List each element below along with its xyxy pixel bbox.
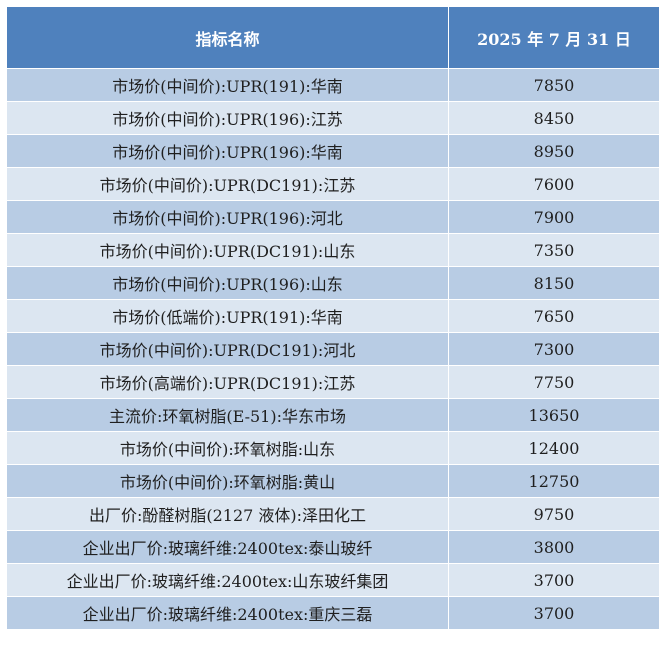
- indicator-name-cell: 主流价:环氧树脂(E-51):华东市场: [6, 398, 449, 432]
- value-cell: 8950: [448, 134, 660, 168]
- indicator-name-cell: 市场价(中间价):UPR(DC191):江苏: [6, 167, 449, 201]
- indicator-name-cell: 市场价(中间价):UPR(196):河北: [6, 200, 449, 234]
- table-row: 市场价(中间价):UPR(196):河北 7900: [6, 200, 660, 234]
- table-header: 指标名称 2025 年 7 月 31 日: [6, 6, 660, 69]
- indicator-name-cell: 出厂价:酚醛树脂(2127 液体):泽田化工: [6, 497, 449, 531]
- table-row: 企业出厂价:玻璃纤维:2400tex:泰山玻纤 3800: [6, 530, 660, 564]
- table-row: 市场价(中间价):UPR(191):华南 7850: [6, 68, 660, 102]
- indicator-name-cell: 市场价(中间价):UPR(196):江苏: [6, 101, 449, 135]
- table-row: 市场价(中间价):环氧树脂:山东 12400: [6, 431, 660, 465]
- table-row: 市场价(中间价):UPR(DC191):江苏 7600: [6, 167, 660, 201]
- indicator-name-cell: 市场价(中间价):UPR(DC191):河北: [6, 332, 449, 366]
- value-cell: 12400: [448, 431, 660, 465]
- indicator-name-cell: 市场价(中间价):UPR(191):华南: [6, 68, 449, 102]
- value-cell: 3700: [448, 563, 660, 597]
- header-row: 指标名称 2025 年 7 月 31 日: [6, 6, 660, 69]
- indicator-name-cell: 企业出厂价:玻璃纤维:2400tex:山东玻纤集团: [6, 563, 449, 597]
- value-cell: 7300: [448, 332, 660, 366]
- value-cell: 3800: [448, 530, 660, 564]
- value-cell: 7600: [448, 167, 660, 201]
- table-row: 市场价(中间价):环氧树脂:黄山 12750: [6, 464, 660, 498]
- table-row: 企业出厂价:玻璃纤维:2400tex:重庆三磊 3700: [6, 596, 660, 630]
- value-cell: 7650: [448, 299, 660, 333]
- value-cell: 7850: [448, 68, 660, 102]
- header-indicator-name: 指标名称: [6, 6, 449, 69]
- table-row: 市场价(中间价):UPR(DC191):山东 7350: [6, 233, 660, 267]
- value-cell: 7350: [448, 233, 660, 267]
- value-cell: 7750: [448, 365, 660, 399]
- table-row: 市场价(中间价):UPR(DC191):河北 7300: [6, 332, 660, 366]
- value-cell: 8150: [448, 266, 660, 300]
- indicator-name-cell: 市场价(中间价):环氧树脂:黄山: [6, 464, 449, 498]
- header-date: 2025 年 7 月 31 日: [448, 6, 660, 69]
- value-cell: 13650: [448, 398, 660, 432]
- value-cell: 8450: [448, 101, 660, 135]
- table-row: 市场价(中间价):UPR(196):江苏 8450: [6, 101, 660, 135]
- value-cell: 12750: [448, 464, 660, 498]
- table-row: 市场价(低端价):UPR(191):华南 7650: [6, 299, 660, 333]
- table-row: 出厂价:酚醛树脂(2127 液体):泽田化工 9750: [6, 497, 660, 531]
- table-row: 市场价(中间价):UPR(196):华南 8950: [6, 134, 660, 168]
- value-cell: 3700: [448, 596, 660, 630]
- table-row: 企业出厂价:玻璃纤维:2400tex:山东玻纤集团 3700: [6, 563, 660, 597]
- indicator-name-cell: 市场价(中间价):环氧树脂:山东: [6, 431, 449, 465]
- indicator-name-cell: 市场价(低端价):UPR(191):华南: [6, 299, 449, 333]
- table-row: 市场价(高端价):UPR(DC191):江苏 7750: [6, 365, 660, 399]
- value-cell: 9750: [448, 497, 660, 531]
- value-cell: 7900: [448, 200, 660, 234]
- table-row: 主流价:环氧树脂(E-51):华东市场 13650: [6, 398, 660, 432]
- indicator-name-cell: 市场价(中间价):UPR(196):山东: [6, 266, 449, 300]
- indicator-name-cell: 企业出厂价:玻璃纤维:2400tex:重庆三磊: [6, 596, 449, 630]
- indicator-name-cell: 市场价(中间价):UPR(196):华南: [6, 134, 449, 168]
- indicator-name-cell: 市场价(中间价):UPR(DC191):山东: [6, 233, 449, 267]
- indicator-name-cell: 市场价(高端价):UPR(DC191):江苏: [6, 365, 449, 399]
- indicator-table: 指标名称 2025 年 7 月 31 日 市场价(中间价):UPR(191):华…: [6, 6, 660, 630]
- table-body: 市场价(中间价):UPR(191):华南 7850 市场价(中间价):UPR(1…: [6, 68, 660, 630]
- indicator-name-cell: 企业出厂价:玻璃纤维:2400tex:泰山玻纤: [6, 530, 449, 564]
- table-row: 市场价(中间价):UPR(196):山东 8150: [6, 266, 660, 300]
